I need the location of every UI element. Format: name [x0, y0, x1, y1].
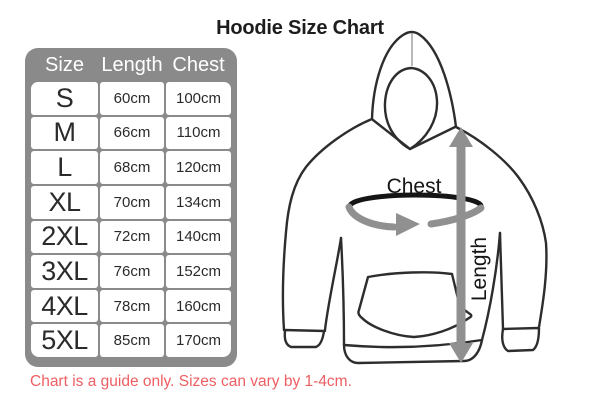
kangaroo-pocket: [357, 271, 473, 339]
chest-cell: 134cm: [166, 185, 231, 219]
right-sleeve-inner-seam: [498, 231, 505, 331]
column-header-size: Size: [45, 53, 84, 76]
hood-outline: [370, 30, 458, 129]
size-table-body: S 60cm 100cm M 66cm 110cm L 68cm 120cm X…: [31, 82, 231, 357]
left-cuff: [282, 328, 327, 349]
column-header-chest: Chest: [172, 53, 225, 76]
chest-arrowhead-icon: [396, 213, 420, 236]
disclaimer-note: Chart is a guide only. Sizes can vary by…: [30, 373, 352, 390]
page-title: Hoodie Size Chart: [216, 17, 384, 39]
chest-cell: 152cm: [166, 255, 231, 288]
size-cell: L: [31, 151, 98, 184]
size-cell: XL: [31, 185, 98, 219]
collar-v: [371, 118, 457, 151]
length-cell: 60cm: [100, 82, 164, 115]
size-table-header: Size Length Chest: [31, 48, 231, 82]
length-cell: 70cm: [100, 185, 164, 219]
size-cell: 5XL: [31, 324, 98, 357]
chest-cell: 120cm: [166, 151, 231, 184]
size-cell: S: [31, 82, 98, 115]
size-cell: M: [31, 116, 98, 150]
chest-arc-bottom-right: [427, 204, 485, 228]
length-cell: 72cm: [100, 220, 164, 254]
length-cell: 76cm: [100, 255, 164, 288]
chest-cell: 110cm: [166, 116, 231, 150]
body-right-edge: [480, 231, 502, 342]
chest-cell: 100cm: [166, 82, 231, 115]
size-cell: 3XL: [31, 255, 98, 288]
chest-arc-top: [347, 192, 484, 209]
length-cell: 68cm: [100, 151, 164, 184]
length-label: Length: [468, 237, 491, 301]
right-cuff: [501, 326, 541, 353]
face-opening: [383, 66, 439, 151]
length-arrow-icon: [449, 127, 473, 363]
length-cell: 85cm: [100, 324, 164, 357]
chest-cell: 140cm: [166, 220, 231, 254]
length-cell: 66cm: [100, 116, 164, 150]
size-cell: 2XL: [31, 220, 98, 254]
column-header-length: Length: [101, 53, 163, 76]
chest-arc-bottom-left: [345, 203, 398, 231]
left-sleeve-inner-seam: [323, 236, 343, 332]
left-sleeve-outline: [281, 117, 374, 332]
chest-cell: 170cm: [166, 324, 231, 357]
chest-label: Chest: [387, 175, 442, 198]
right-sleeve-outline: [454, 125, 548, 329]
size-table: Size Length Chest S 60cm 100cm M 66cm 11…: [25, 48, 237, 367]
hem-band: [342, 338, 484, 365]
body-left-edge: [339, 236, 346, 347]
chest-cell: 160cm: [166, 289, 231, 323]
length-cell: 78cm: [100, 289, 164, 323]
size-cell: 4XL: [31, 289, 98, 323]
